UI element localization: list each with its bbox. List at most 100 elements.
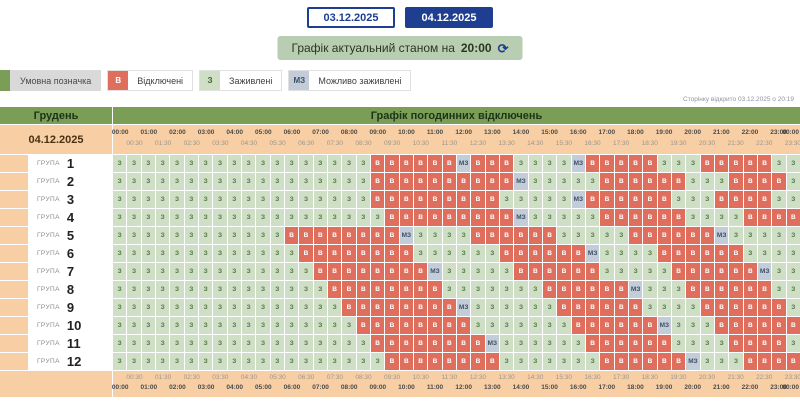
time-label-half: 13:30: [498, 374, 515, 381]
schedule-cell: З: [270, 281, 284, 298]
schedule-cell: В: [542, 281, 557, 298]
schedule-cell: З: [213, 263, 227, 280]
schedule-cell: З: [442, 263, 456, 280]
group-label: ГРУПА 9: [29, 299, 112, 316]
schedule-date: 04.12.2025: [0, 125, 112, 154]
schedule-cell: З: [127, 245, 141, 262]
schedule-cell: З: [557, 353, 571, 370]
schedule-cell: З: [141, 299, 155, 316]
schedule-cell: З: [671, 191, 686, 208]
schedule-cell: З: [155, 281, 170, 298]
schedule-cell: З: [155, 245, 170, 262]
table-row: ГРУПА 6 З З З З З З З З З З З З З В В В В В В В В З З З З З З В В В В В В М…: [0, 245, 800, 262]
group-number: 11: [66, 336, 81, 351]
time-label-half: 05:30: [269, 140, 286, 147]
schedule-cell: З: [313, 209, 327, 226]
schedule-cell: З: [184, 173, 198, 190]
schedule-cell: В: [643, 173, 657, 190]
schedule-cell: В: [370, 299, 385, 316]
schedule-cell: В: [585, 281, 600, 298]
schedule-cell: З: [113, 299, 127, 316]
maybe-label: Можливо заживлені: [309, 71, 411, 90]
schedule-cell: З: [127, 335, 141, 352]
time-label-hour: 17:00: [598, 129, 616, 136]
schedule-cell: В: [786, 317, 800, 334]
schedule-cell: З: [772, 191, 786, 208]
table-row: ГРУПА 1 З З З З З З З З З З З З З З З З З З В В В В В В МЗ В В В З З З З М…: [0, 155, 800, 172]
schedule-cell: З: [256, 209, 270, 226]
time-label-half: 14:30: [527, 140, 544, 147]
schedule-cell: З: [528, 299, 542, 316]
time-label-half: 12:30: [469, 140, 487, 147]
group-label: ГРУПА 6: [29, 245, 112, 262]
schedule-cell: З: [528, 155, 542, 172]
time-label-hour: 17:00: [598, 384, 616, 391]
schedule-cell: В: [614, 209, 628, 226]
group-cells: З З З З З З З З З З З З З З В В В В В В В В МЗ З З З З З В В В В В В З З З З З…: [113, 263, 800, 280]
schedule-cell: В: [370, 155, 385, 172]
refresh-icon[interactable]: ⟳: [497, 40, 509, 56]
schedule-cell: В: [729, 281, 743, 298]
schedule-cell: З: [299, 353, 313, 370]
time-label-hour: 04:00: [226, 129, 243, 136]
time-footer-band: 00:00 01:00 02:00 03:00 04:00 05:00 06:00 07:00…: [0, 371, 800, 397]
schedule-cell: З: [671, 155, 686, 172]
schedule-cell: З: [270, 227, 284, 244]
time-label-hour: 16:00: [569, 129, 587, 136]
time-label-half: 09:30: [383, 374, 401, 381]
schedule-cell: З: [528, 317, 542, 334]
schedule-cell: З: [571, 209, 585, 226]
time-label-hour: 01:00: [140, 129, 158, 136]
schedule-cell: В: [585, 299, 600, 316]
time-label-hour: 20:00: [684, 129, 701, 136]
schedule-cell: В: [714, 263, 729, 280]
row-left-stripe: [0, 317, 28, 334]
schedule-cell: З: [356, 335, 370, 352]
schedule-cell: З: [184, 335, 198, 352]
schedule-cell: В: [299, 245, 313, 262]
time-label-hour: 02:00: [169, 129, 186, 136]
date-tab-current[interactable]: 04.12.2025: [405, 7, 493, 28]
schedule-cell: З: [113, 263, 127, 280]
date-tab-previous[interactable]: 03.12.2025: [307, 7, 395, 28]
schedule-cell: В: [585, 191, 600, 208]
schedule-cell: В: [499, 209, 514, 226]
schedule-cell: В: [428, 281, 442, 298]
schedule-cell: З: [127, 209, 141, 226]
group-label: ГРУПА 1: [29, 155, 112, 172]
time-label-hour: 00:00: [111, 384, 129, 391]
schedule-cell: В: [499, 173, 514, 190]
time-label-half: 04:30: [240, 374, 258, 381]
group-number: 10: [66, 318, 82, 333]
schedule-cell: З: [270, 263, 284, 280]
schedule-cell: З: [342, 335, 356, 352]
schedule-cell: В: [700, 245, 714, 262]
schedule-cell: В: [614, 155, 628, 172]
schedule-cell: З: [284, 317, 299, 334]
schedule-cell: З: [327, 155, 342, 172]
schedule-cell: З: [786, 191, 800, 208]
schedule-cell: З: [198, 263, 213, 280]
schedule-cell: З: [370, 209, 385, 226]
legend-item-off: В Відключені: [107, 70, 194, 91]
schedule-cell: В: [399, 191, 413, 208]
schedule-cell: МЗ: [514, 209, 528, 226]
schedule-cell: В: [729, 335, 743, 352]
schedule-cell: З: [542, 299, 557, 316]
schedule-cell: В: [571, 299, 585, 316]
schedule-cell: З: [585, 227, 600, 244]
group-number: 6: [66, 246, 75, 261]
schedule-cell: В: [772, 173, 786, 190]
schedule-cell: З: [614, 263, 628, 280]
schedule-cell: В: [471, 173, 485, 190]
schedule-cell: З: [127, 227, 141, 244]
time-label-hour: 02:00: [169, 384, 186, 391]
schedule-cell: З: [313, 173, 327, 190]
schedule-cell: З: [141, 263, 155, 280]
schedule-cell: З: [356, 209, 370, 226]
schedule-cell: З: [198, 353, 213, 370]
schedule-cell: В: [385, 281, 399, 298]
time-label-half: 23:30: [784, 374, 800, 381]
schedule-cell: З: [141, 353, 155, 370]
